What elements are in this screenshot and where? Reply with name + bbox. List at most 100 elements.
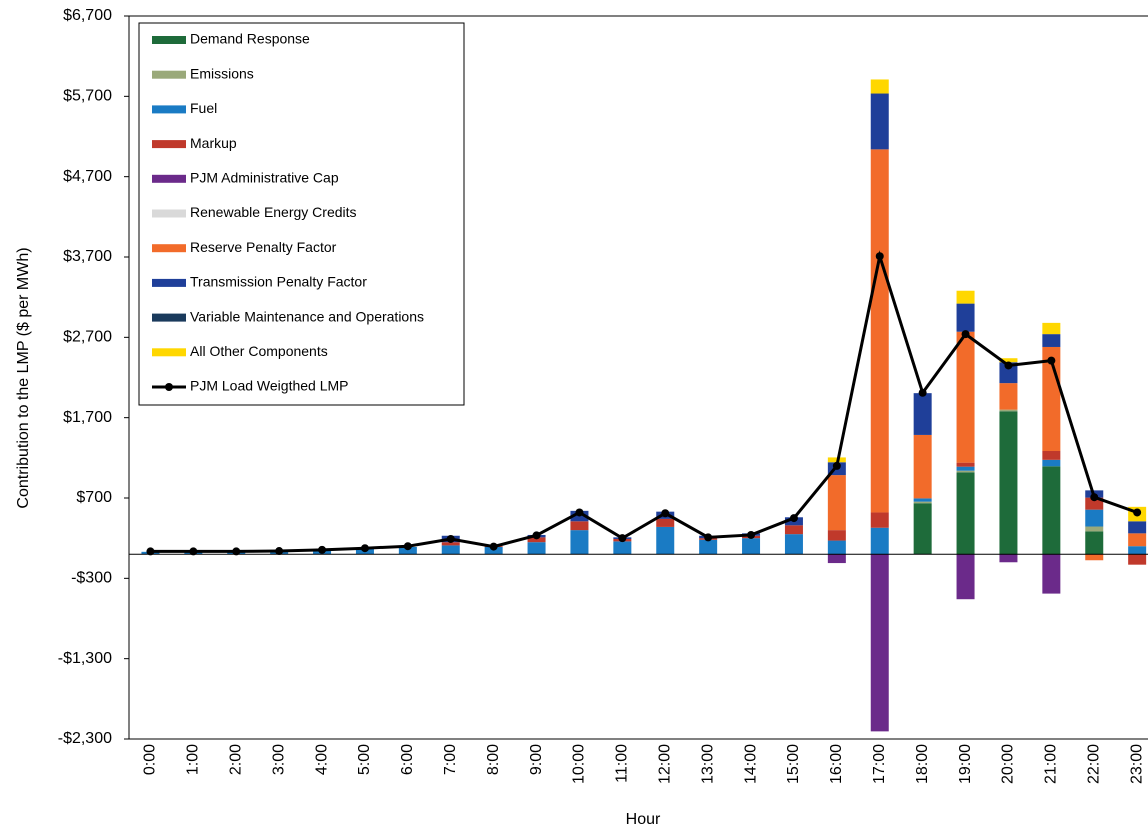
y-tick-label: $4,700	[63, 168, 112, 185]
x-tick-label: 20:00	[1000, 744, 1017, 784]
x-tick-label: 21:00	[1043, 744, 1060, 784]
bar-segment	[956, 466, 975, 471]
bar-segment	[742, 538, 761, 555]
x-tick-label: 6:00	[399, 744, 416, 775]
x-tick-label: 23:00	[1128, 744, 1145, 784]
lmp-marker	[403, 542, 412, 551]
x-tick-label: 10:00	[571, 744, 588, 784]
x-tick-label: 22:00	[1085, 744, 1102, 784]
legend-label: Renewable Energy Credits	[190, 204, 357, 220]
x-tick-label: 3:00	[270, 744, 287, 775]
x-tick-label: 9:00	[528, 744, 545, 775]
bar-segment	[827, 554, 846, 564]
x-tick-label: 15:00	[785, 744, 802, 784]
y-tick-label: -$300	[71, 570, 112, 587]
bar-segment	[870, 79, 889, 94]
bar-segment	[527, 542, 546, 555]
x-tick-label: 18:00	[914, 744, 931, 784]
legend-swatch	[152, 36, 186, 44]
x-tick-label: 7:00	[442, 744, 459, 775]
bar-segment	[1085, 531, 1104, 555]
legend-swatch	[152, 140, 186, 149]
legend-label: PJM Administrative Cap	[190, 170, 339, 186]
bar-segment	[1128, 533, 1147, 547]
legend-label: All Other Components	[190, 343, 328, 359]
bar-segment	[913, 503, 932, 555]
x-tick-label: 19:00	[957, 744, 974, 784]
bar-segment	[527, 537, 546, 543]
lmp-line	[150, 250, 1138, 553]
lmp-marker	[832, 461, 841, 470]
bar-segment	[999, 554, 1018, 563]
bar-segment	[570, 530, 589, 555]
legend-label: Fuel	[190, 100, 217, 116]
bar-segment	[999, 358, 1018, 363]
bar-segment	[956, 554, 975, 600]
bar-segment	[1085, 509, 1104, 527]
bar-segment	[956, 472, 975, 555]
x-tick-label: 13:00	[699, 744, 716, 784]
bar-segment	[570, 521, 589, 531]
lmp-marker	[961, 330, 970, 339]
legend-swatch	[152, 70, 186, 79]
bar-segment	[1042, 334, 1061, 347]
legend-swatch	[152, 348, 186, 357]
bar-segment	[999, 411, 1018, 555]
x-tick-label: 0:00	[142, 744, 159, 775]
lmp-marker	[489, 542, 498, 551]
legend-swatch	[152, 174, 186, 183]
bar-segment	[398, 547, 417, 555]
bar-segment	[870, 554, 889, 732]
lmp-marker	[747, 530, 756, 539]
bar-segment	[1042, 451, 1061, 460]
lmp-marker	[1047, 356, 1056, 365]
bar-segment	[441, 542, 460, 546]
legend-swatch	[152, 105, 186, 114]
plot-frame	[128, 15, 1148, 740]
bar-segment	[1085, 497, 1104, 510]
bar-segment	[870, 527, 889, 555]
bar-segment	[956, 462, 975, 467]
bar-segment	[784, 525, 803, 535]
bar-segment	[784, 534, 803, 555]
bar-segment	[441, 545, 460, 555]
legend: Demand Response Emissions Fuel Markup PJM Ad…	[138, 22, 465, 406]
x-tick-label: 4:00	[313, 744, 330, 775]
legend-label: Variable Maintenance and Operations	[190, 308, 424, 324]
bar-segment	[656, 518, 675, 527]
bar-segment	[913, 434, 932, 499]
legend-box	[138, 22, 465, 406]
bar-segment	[999, 383, 1018, 410]
y-tick-label: $6,700	[63, 7, 112, 24]
y-tick-label: $3,700	[63, 248, 112, 265]
bar-segment	[870, 93, 889, 150]
legend-swatch	[152, 313, 186, 322]
legend-label: Reserve Penalty Factor	[190, 239, 337, 255]
lmp-marker	[575, 508, 584, 517]
bar-segment	[956, 290, 975, 304]
bar-segment	[1042, 554, 1061, 594]
bar-segment	[1128, 554, 1147, 565]
bar-segment	[1085, 526, 1104, 532]
x-tick-label: 17:00	[871, 744, 888, 784]
x-tick-label: 16:00	[828, 744, 845, 784]
lmp-marker	[1133, 508, 1142, 517]
bar-segment	[956, 470, 975, 473]
bar-segment	[870, 149, 889, 513]
lmp-marker	[446, 534, 455, 543]
bar-segment	[827, 530, 846, 541]
bar-segment	[956, 303, 975, 332]
lmp-marker	[532, 531, 541, 540]
lmp-marker	[189, 547, 198, 556]
bar-segment	[1128, 546, 1147, 555]
bar-segment	[484, 547, 503, 555]
legend-label: Demand Response	[190, 31, 310, 47]
lmp-marker	[875, 252, 884, 261]
lmp-marker	[661, 509, 670, 518]
legend-swatch	[152, 209, 186, 218]
lmp-marker	[275, 547, 284, 556]
lmp-marker	[360, 544, 369, 553]
x-tick-label: 1:00	[185, 744, 202, 775]
lmp-marker	[318, 545, 327, 554]
bar-segment	[913, 498, 932, 502]
